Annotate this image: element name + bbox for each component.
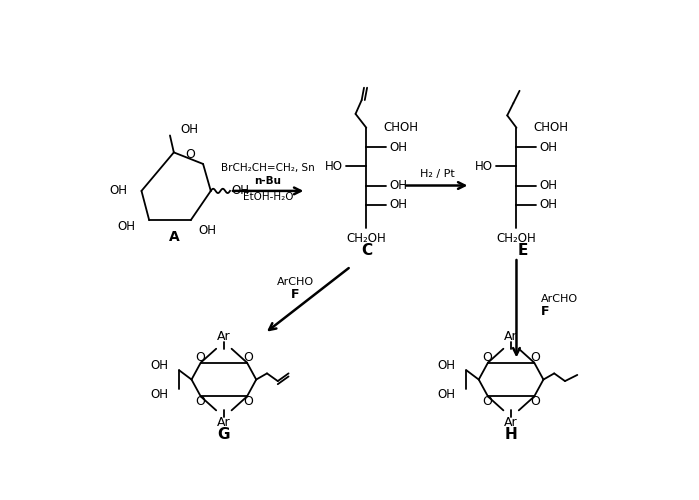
Text: E: E [517,244,528,258]
Text: CH₂OH: CH₂OH [347,232,387,245]
Text: ArCHO: ArCHO [541,294,578,304]
Text: OH: OH [150,388,168,402]
Text: ArCHO: ArCHO [277,277,314,287]
Text: OH: OH [438,359,456,372]
Text: OH: OH [540,179,558,192]
Text: O: O [530,350,540,364]
Text: HO: HO [475,160,493,173]
Text: Ar: Ar [217,330,231,343]
Text: OH: OH [389,198,408,211]
Text: O: O [482,350,492,364]
Text: EtOH-H₂O: EtOH-H₂O [243,192,293,202]
Text: O: O [482,396,492,408]
Text: O: O [243,350,252,364]
Text: A: A [168,230,179,244]
Text: OH: OH [540,140,558,153]
Text: O: O [530,396,540,408]
Text: G: G [217,428,230,442]
Text: OH: OH [150,359,168,372]
Text: OH: OH [117,220,136,233]
Text: O: O [243,396,252,408]
Text: O: O [195,396,205,408]
Text: Ar: Ar [504,416,518,429]
Text: OH: OH [389,179,408,192]
Text: OH: OH [110,184,128,198]
Text: CHOH: CHOH [533,122,568,134]
Text: OH: OH [180,123,198,136]
Text: OH: OH [232,184,250,198]
Text: F: F [541,306,549,318]
Text: n-Bu: n-Bu [254,176,281,186]
Text: OH: OH [540,198,558,211]
Text: Ar: Ar [217,416,231,429]
Text: Ar: Ar [504,330,518,343]
Text: O: O [185,148,195,161]
Text: BrCH₂CH=CH₂, Sn: BrCH₂CH=CH₂, Sn [221,163,315,173]
Text: HO: HO [325,160,343,173]
Text: OH: OH [389,140,408,153]
Text: O: O [195,350,205,364]
Text: H₂ / Pt: H₂ / Pt [420,169,454,179]
Text: OH: OH [438,388,456,402]
Text: OH: OH [199,224,217,237]
Text: C: C [361,244,372,258]
Text: F: F [291,288,300,302]
Text: CHOH: CHOH [383,122,418,134]
Text: H: H [505,428,517,442]
Text: CH₂OH: CH₂OH [496,232,536,245]
